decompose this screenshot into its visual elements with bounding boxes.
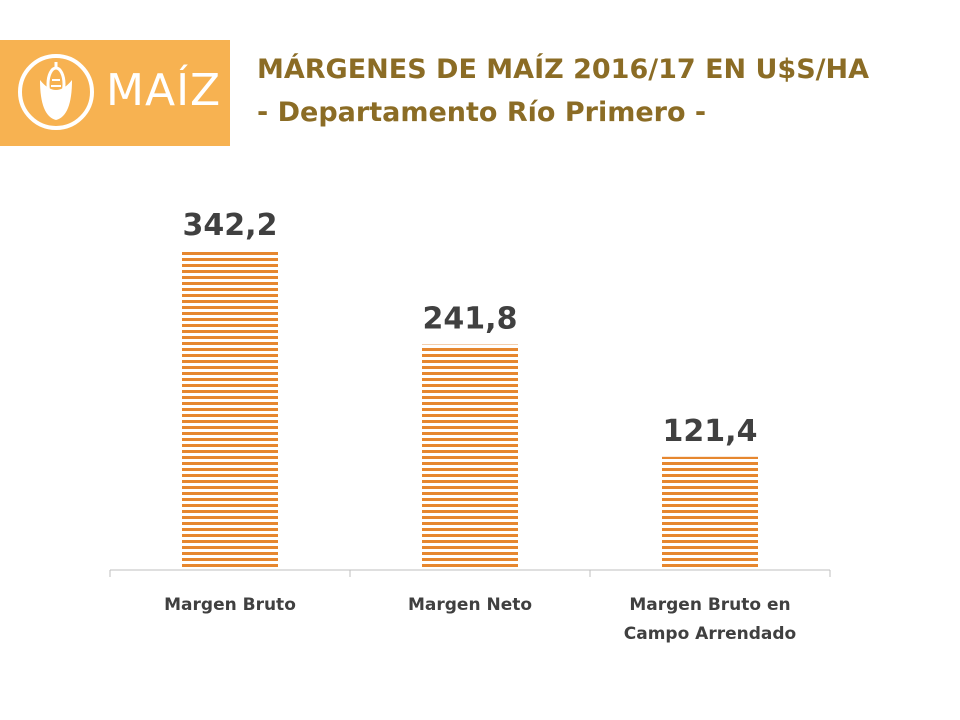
category-label-2: Margen Neto <box>408 595 532 615</box>
plot-area: 342,2 Margen Bruto 241,8 Margen Neto 121,4 Ma… <box>109 208 831 644</box>
logo-box: MAÍZ <box>0 40 230 146</box>
chart-title: MÁRGENES DE MAÍZ 2016/17 EN U$S/HA <box>257 54 870 85</box>
bar-1 <box>182 251 278 570</box>
bar-2 <box>422 344 518 570</box>
data-label-3: 121,4 <box>663 414 758 449</box>
category-label-1: Margen Bruto <box>164 595 296 615</box>
logo-text: MAÍZ <box>106 65 222 116</box>
chart-subtitle: - Departamento Río Primero - <box>257 97 707 128</box>
category-label-3-line-1: Margen Bruto en <box>629 595 790 615</box>
data-label-2: 241,8 <box>423 302 518 337</box>
category-label-3-line-2: Campo Arrendado <box>624 624 796 644</box>
data-label-1: 342,2 <box>183 208 278 243</box>
bar-3 <box>662 456 758 570</box>
corn-icon <box>18 54 94 130</box>
